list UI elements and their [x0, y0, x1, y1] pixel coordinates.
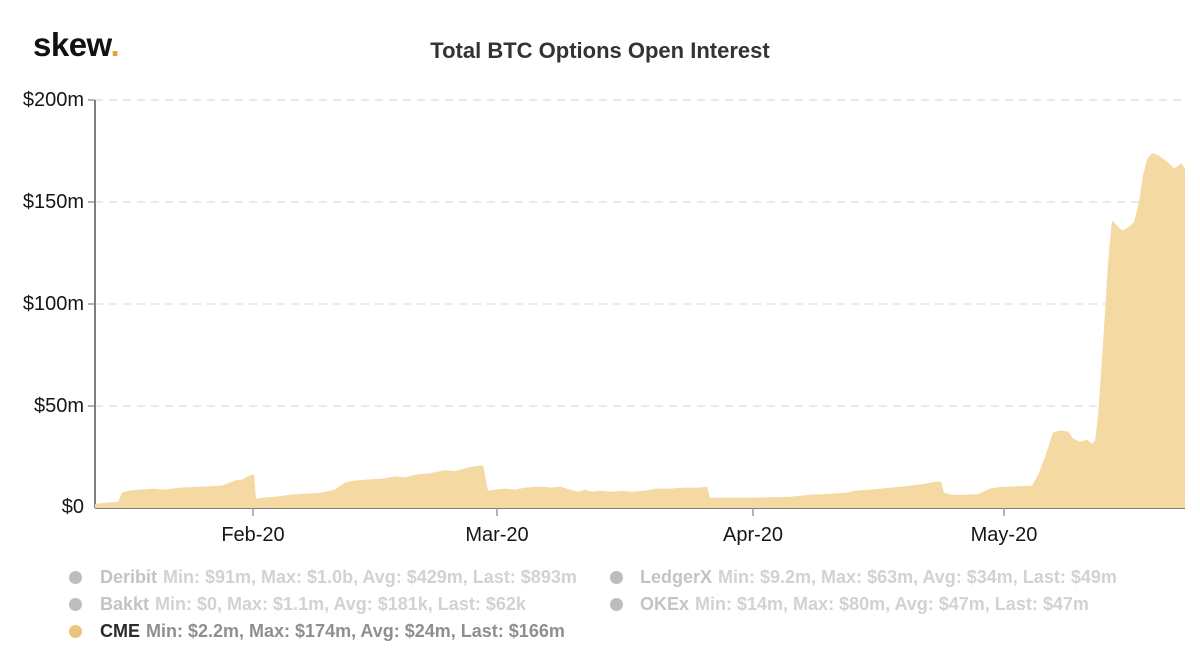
legend-item-okex[interactable]: OKEx Min: $14m, Max: $80m, Avg: $47m, La… — [610, 591, 1117, 618]
skew-logo-dot-icon: . — [110, 26, 120, 63]
x-axis-label-apr20: Apr-20 — [722, 524, 784, 546]
legend-series-name: Deribit — [100, 567, 158, 587]
legend-item-deribit[interactable]: Deribit Min: $91m, Max: $1.0b, Avg: $429… — [69, 564, 577, 591]
legend-series-stats: Min: $91m, Max: $1.0b, Avg: $429m, Last:… — [163, 567, 577, 587]
cme-bullet-icon — [69, 625, 82, 638]
okex-bullet-icon — [610, 598, 623, 611]
y-axis-label-100m: $100m — [22, 293, 84, 315]
deribit-bullet-icon — [69, 571, 82, 584]
legend-series-stats: Min: $0, Max: $1.1m, Avg: $181k, Last: $… — [155, 594, 526, 614]
legend-right-column: LedgerX Min: $9.2m, Max: $63m, Avg: $34m… — [610, 564, 1117, 618]
oi-area-chart[interactable] — [88, 98, 1192, 517]
plot-area[interactable] — [88, 98, 1192, 517]
legend-item-cme[interactable]: CME Min: $2.2m, Max: $174m, Avg: $24m, L… — [69, 618, 577, 645]
x-axis-label-feb20: Feb-20 — [221, 524, 285, 546]
x-axis-label-may20: May-20 — [970, 524, 1038, 546]
y-axis-label-50m: $50m — [33, 395, 84, 417]
skew-logo: skew. — [33, 26, 120, 64]
legend-series-stats: Min: $2.2m, Max: $174m, Avg: $24m, Last:… — [146, 621, 565, 641]
bakkt-bullet-icon — [69, 598, 82, 611]
legend-series-stats: Min: $14m, Max: $80m, Avg: $47m, Last: $… — [695, 594, 1089, 614]
cme-area-series[interactable] — [95, 153, 1185, 508]
legend-series-name: LedgerX — [640, 567, 713, 587]
x-axis-label-mar20: Mar-20 — [465, 524, 529, 546]
legend-series-stats: Min: $9.2m, Max: $63m, Avg: $34m, Last: … — [718, 567, 1117, 587]
y-axis-label-0: $0 — [61, 496, 84, 518]
legend-left-column: Deribit Min: $91m, Max: $1.0b, Avg: $429… — [69, 564, 577, 645]
legend-series-name: CME — [100, 621, 140, 641]
legend-series-name: OKEx — [640, 594, 690, 614]
page-title: Total BTC Options Open Interest — [430, 38, 770, 63]
legend-item-ledgerx[interactable]: LedgerX Min: $9.2m, Max: $63m, Avg: $34m… — [610, 564, 1117, 591]
legend-series-name: Bakkt — [100, 594, 150, 614]
y-axis-label-200m: $200m — [22, 89, 84, 111]
legend-item-bakkt[interactable]: Bakkt Min: $0, Max: $1.1m, Avg: $181k, L… — [69, 591, 577, 618]
skew-logo-text: skew — [33, 26, 111, 63]
ledgerx-bullet-icon — [610, 571, 623, 584]
y-axis-label-150m: $150m — [22, 191, 84, 213]
